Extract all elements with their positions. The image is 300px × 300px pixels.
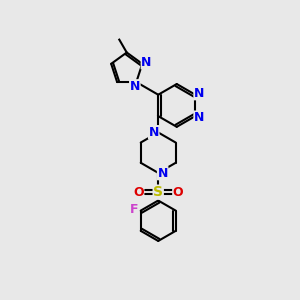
Text: N: N — [130, 80, 140, 93]
Text: O: O — [173, 186, 183, 199]
Text: O: O — [133, 186, 144, 199]
Text: N: N — [194, 111, 204, 124]
Text: N: N — [194, 87, 204, 100]
Text: F: F — [130, 202, 138, 216]
Text: N: N — [148, 126, 159, 139]
Text: N: N — [141, 56, 152, 69]
Text: S: S — [153, 185, 163, 199]
Text: N: N — [158, 167, 168, 180]
